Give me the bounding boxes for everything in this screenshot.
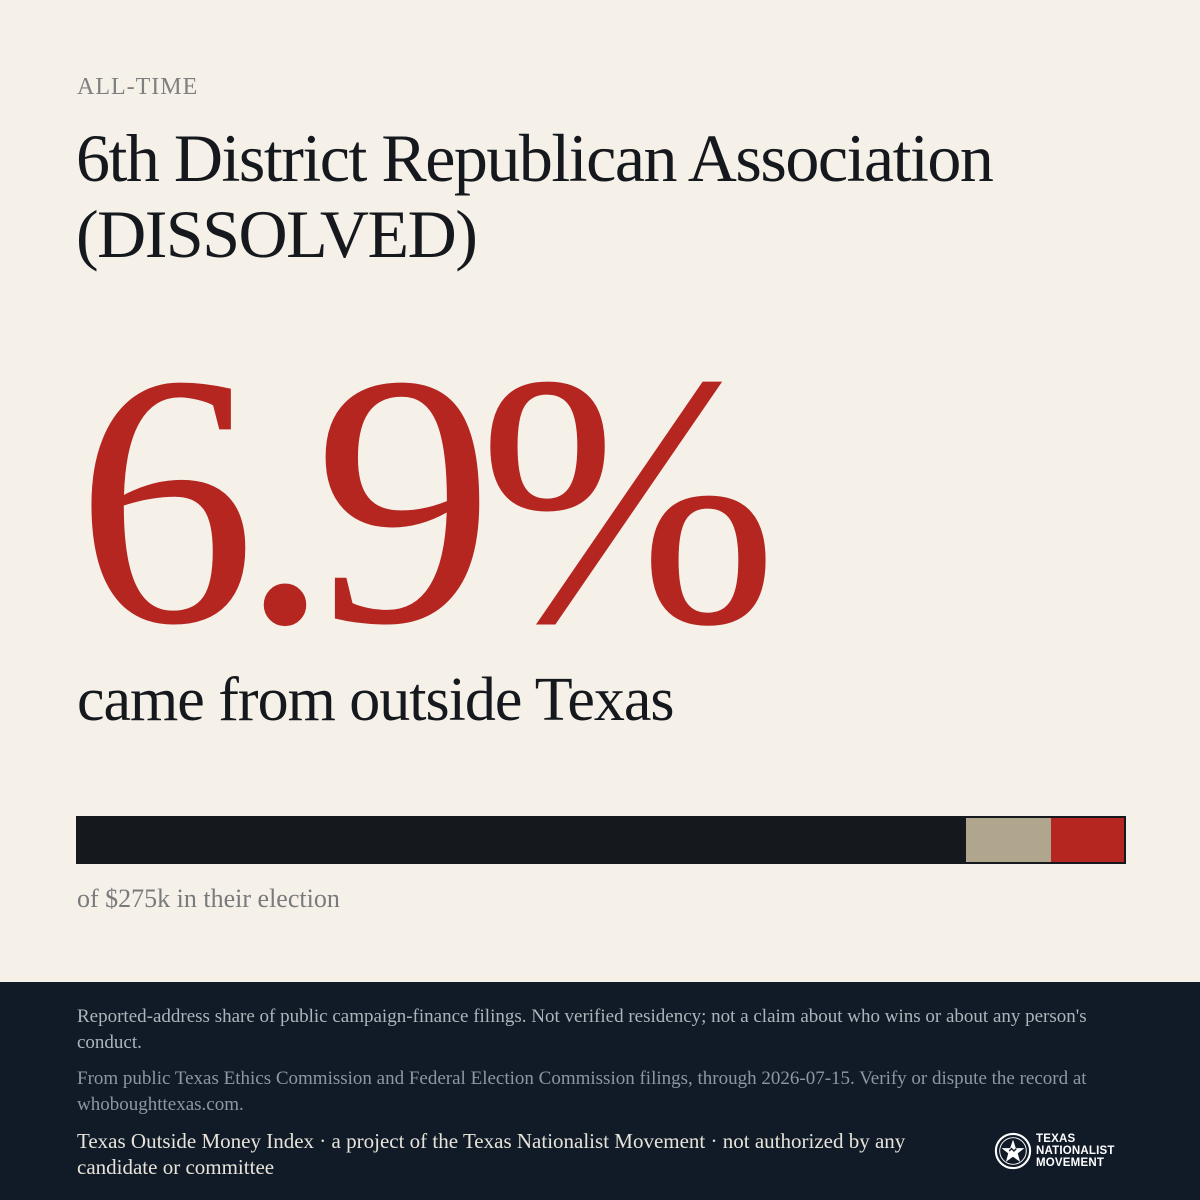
logo-wordmark: TEXAS NATIONALIST MOVEMENT [1036, 1133, 1115, 1169]
total-raised-caption: of $275k in their election [77, 884, 340, 913]
share-bar [76, 816, 1126, 864]
outside-share-percent: 6.9% [76, 300, 778, 699]
committee-name: 6th District Republican Association (DIS… [76, 120, 994, 272]
period-label: ALL-TIME [77, 74, 199, 100]
logo-line-1: TEXAS [1036, 1133, 1076, 1145]
footer: Reported-address share of public campaig… [0, 982, 1200, 1200]
logo-line-2: NATIONALIST [1036, 1145, 1115, 1157]
tnm-star-seal-icon [994, 1132, 1032, 1170]
share-bar-segment-in-texas [78, 818, 967, 862]
source-text: From public Texas Ethics Commission and … [77, 1068, 1087, 1115]
credit-text: Texas Outside Money Index · a project of… [77, 1129, 906, 1179]
outside-share-caption: came from outside Texas [77, 666, 674, 734]
share-bar-segment-outside-texas [1051, 818, 1124, 862]
share-bar-segment-unknown [966, 818, 1052, 862]
tnm-logo: TEXAS NATIONALIST MOVEMENT [994, 1132, 1115, 1170]
disclaimer-text: Reported-address share of public campaig… [77, 1006, 1087, 1053]
logo-line-3: MOVEMENT [1036, 1157, 1105, 1169]
